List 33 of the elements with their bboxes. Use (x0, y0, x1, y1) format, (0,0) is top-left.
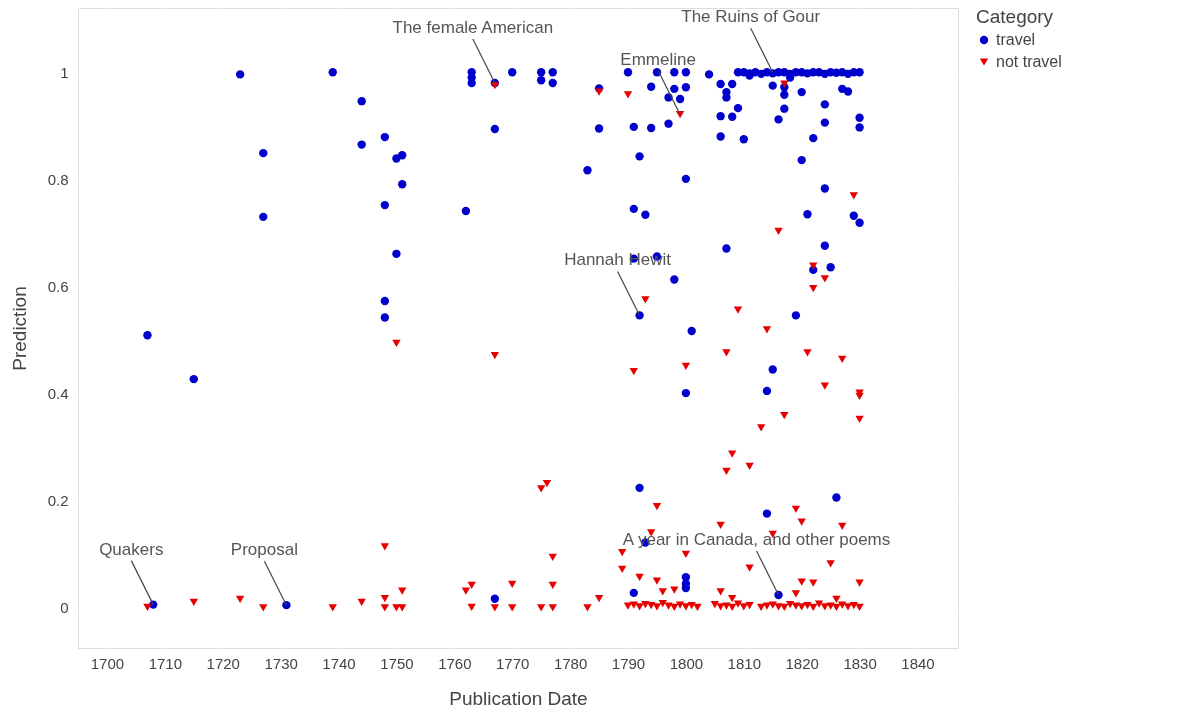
x-tick-label: 1780 (553, 654, 588, 672)
x-tick-label: 1820 (785, 654, 819, 672)
x-tick-label: 1810 (727, 654, 761, 672)
annotation: The female American (392, 17, 554, 37)
x-tick-label: 1740 (322, 654, 356, 672)
x-tick-label: 1750 (380, 654, 414, 672)
legend-label: travel (996, 31, 1036, 48)
x-tick-label: 1800 (669, 654, 704, 672)
y-tick-label: 0.2 (47, 492, 69, 510)
x-tick-label: 1730 (264, 654, 298, 672)
x-tick-label: 1710 (148, 654, 183, 672)
legend-title: Category (976, 6, 1054, 27)
x-tick-label: 1790 (611, 654, 646, 672)
annotation: Emmeline (620, 49, 696, 69)
y-tick-label: 0.6 (47, 277, 69, 295)
x-tick-label: 1700 (90, 654, 125, 672)
annotation: A year in Canada, and other poems (622, 529, 891, 549)
annotation: Hannah Hewit (564, 250, 672, 270)
y-tick-label: 0.4 (47, 385, 69, 403)
annotation: The Ruins of Gour (681, 7, 821, 27)
x-tick-label: 1720 (206, 654, 240, 672)
x-tick-label: 1830 (843, 654, 877, 672)
legend-label: not travel (996, 53, 1062, 70)
x-tick-label: 1760 (438, 654, 472, 672)
annotation: Quakers (99, 539, 164, 559)
y-tick-label: 1 (60, 63, 69, 81)
x-tick-label: 1840 (901, 654, 935, 672)
annotation: Proposal (230, 540, 298, 560)
y-tick-label: 0.8 (47, 170, 69, 188)
x-tick-label: 1770 (496, 654, 530, 672)
y-tick-label: 0 (60, 599, 69, 617)
x-axis-title: Publication Date (449, 687, 588, 709)
y-axis-title: Prediction (8, 286, 30, 371)
